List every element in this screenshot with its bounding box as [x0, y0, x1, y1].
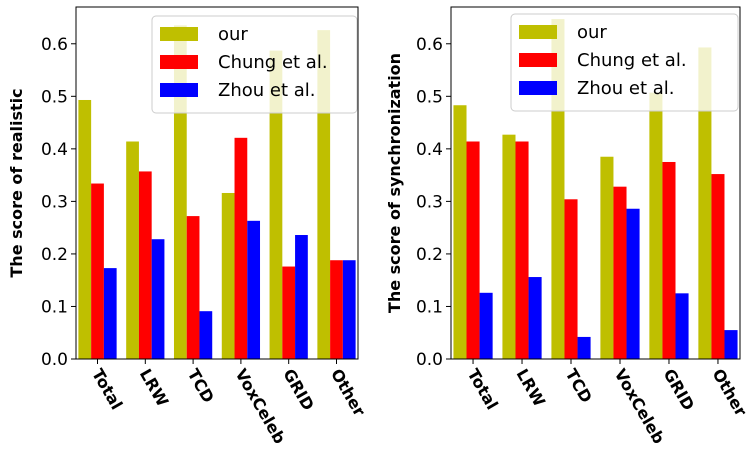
legend-swatch-2 — [519, 53, 557, 67]
bar-our-lrw — [502, 134, 516, 359]
bar-zhou-et-al--voxceleb — [626, 208, 640, 359]
y-tick-label: 0.6 — [41, 35, 68, 55]
x-tick-label-total: Total — [88, 366, 126, 413]
y-tick-label: 0.4 — [416, 140, 443, 160]
legend-swatch-3 — [160, 83, 198, 97]
bar-chung-et-al--voxceleb — [234, 137, 248, 359]
chart-panel-2: 0.0 0.1 0.2 0.3 0.4 0.5 0.6 Total LRW TCD VoxCeleb… — [385, 6, 751, 448]
bar-our-voxceleb — [221, 192, 235, 359]
x-tick-label-tcd: TCD — [562, 366, 596, 407]
legend-swatch-2 — [160, 55, 198, 69]
bar-our-lrw — [126, 141, 139, 359]
plot-frame — [75, 6, 359, 360]
x-tick-label-tcd: TCD — [184, 366, 218, 407]
bar-chung-et-al--grid — [662, 161, 676, 359]
bar-zhou-et-al--lrw — [528, 277, 542, 359]
legend-box — [510, 13, 739, 112]
y-tick-label: 0.4 — [41, 140, 68, 160]
plot-frame — [450, 6, 741, 360]
y-tick-label: 0.0 — [416, 350, 443, 370]
bar-chung-et-al--tcd — [564, 199, 578, 359]
bar-chung-et-al--grid — [282, 266, 296, 359]
bar-our-grid — [649, 92, 663, 360]
bar-zhou-et-al--tcd — [577, 336, 591, 359]
chart-panel-1: 0.0 0.1 0.2 0.3 0.4 0.5 0.6 Total LRW TCD VoxCeleb… — [7, 6, 369, 448]
legend-label-2: Chung et al. — [218, 52, 328, 73]
bar-zhou-et-al--lrw — [151, 239, 165, 359]
x-tick-label-voxceleb: VoxCeleb — [611, 366, 669, 448]
bar-chung-et-al--other — [711, 174, 725, 359]
x-tick-label-grid: GRID — [279, 366, 318, 414]
x-tick-label-other: Other — [327, 366, 369, 420]
legend-label-3: Zhou et al. — [218, 80, 316, 101]
bar-zhou-et-al--tcd — [199, 311, 213, 359]
bar-chung-et-al--voxceleb — [613, 186, 627, 359]
y-tick-label: 0.5 — [416, 87, 443, 107]
legend-label-1: our — [577, 22, 607, 43]
legend-label-2: Chung et al. — [577, 50, 687, 71]
x-tick-label-voxceleb: VoxCeleb — [231, 366, 289, 448]
x-tick-label-lrw: LRW — [136, 366, 173, 411]
legend-swatch-1 — [519, 25, 557, 39]
legend-label-1: our — [218, 24, 248, 45]
bar-zhou-et-al--other — [342, 260, 356, 359]
bar-our-other — [698, 47, 712, 359]
y-tick-label: 0.0 — [41, 350, 68, 370]
y-tick-label: 0.2 — [41, 245, 68, 265]
bar-chung-et-al--total — [466, 141, 480, 359]
bar-zhou-et-al--voxceleb — [247, 220, 261, 359]
x-tick-label-grid: GRID — [660, 366, 699, 414]
bar-zhou-et-al--grid — [295, 235, 308, 359]
y-tick-label: 0.5 — [41, 87, 68, 107]
bar-chung-et-al--lrw — [138, 171, 152, 359]
bar-zhou-et-al--total — [479, 292, 493, 359]
bar-chung-et-al--lrw — [515, 141, 529, 359]
legend-swatch-1 — [160, 27, 198, 41]
y-tick-label: 0.2 — [416, 245, 443, 265]
bar-our-total — [78, 99, 92, 360]
x-tick-label-other: Other — [708, 366, 750, 420]
bar-zhou-et-al--other — [724, 330, 738, 359]
bar-our-voxceleb — [600, 156, 614, 359]
legend-box — [151, 15, 358, 114]
y-tick-label: 0.6 — [416, 35, 443, 55]
y-axis-title: The score of realistic — [7, 88, 26, 277]
bar-our-grid — [269, 50, 283, 360]
bar-chung-et-al--tcd — [186, 216, 200, 359]
y-tick-label: 0.1 — [416, 297, 443, 317]
y-tick-label: 0.1 — [41, 297, 68, 317]
y-axis-title: The score of synchronization — [385, 53, 404, 313]
legend-label-3: Zhou et al. — [577, 78, 675, 99]
bar-our-total — [453, 105, 467, 359]
x-tick-label-lrw: LRW — [513, 366, 550, 411]
y-tick-label: 0.3 — [41, 192, 68, 212]
legend-swatch-3 — [519, 81, 557, 95]
bar-chung-et-al--total — [91, 183, 104, 359]
bar-zhou-et-al--total — [103, 268, 117, 359]
bar-zhou-et-al--grid — [675, 293, 689, 359]
y-tick-label: 0.3 — [416, 192, 443, 212]
bar-chung-et-al--other — [330, 260, 343, 359]
x-tick-label-total: Total — [464, 366, 502, 413]
